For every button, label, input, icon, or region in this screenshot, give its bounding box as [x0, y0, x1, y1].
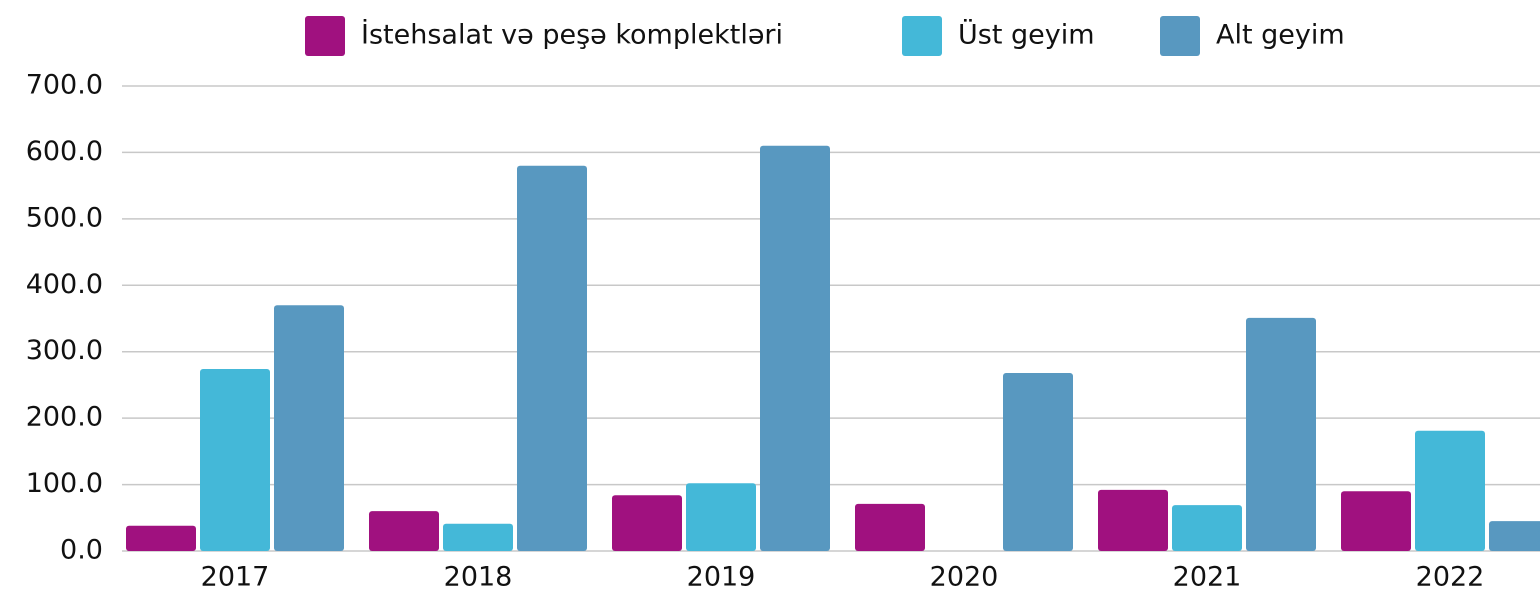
bar: [1172, 505, 1242, 551]
bar: [1003, 372, 1073, 551]
bar: [1098, 489, 1168, 551]
legend-label: Üst geyim: [958, 19, 1095, 51]
x-tick-label: 2019: [687, 562, 756, 593]
y-tick-label: 200.0: [26, 402, 103, 433]
x-tick-label: 2020: [930, 562, 999, 593]
bar: [855, 503, 925, 551]
bar: [369, 511, 439, 551]
y-tick-label: 0.0: [60, 535, 103, 566]
x-tick-label: 2021: [1173, 562, 1242, 593]
x-tick-label: 2017: [201, 562, 270, 593]
bar: [760, 145, 830, 552]
bar: [517, 165, 587, 551]
x-tick-label: 2018: [444, 562, 513, 593]
bar: [1489, 521, 1540, 551]
y-tick-label: 700.0: [26, 70, 103, 101]
y-tick-label: 300.0: [26, 335, 103, 366]
bar: [200, 368, 270, 551]
bar: [1246, 317, 1316, 551]
bar: [274, 305, 344, 551]
y-tick-label: 600.0: [26, 136, 103, 167]
bar: [1415, 430, 1485, 551]
legend-swatch: [305, 16, 345, 56]
x-tick-label: 2022: [1416, 562, 1485, 593]
y-tick-label: 400.0: [26, 269, 103, 300]
bar: [686, 483, 756, 551]
legend-swatch: [902, 16, 942, 56]
legend-swatch: [1160, 16, 1200, 56]
y-tick-label: 100.0: [26, 468, 103, 499]
bar: [126, 525, 196, 551]
bar: [612, 495, 682, 551]
legend-label: İstehsalat və peşə komplektləri: [361, 19, 783, 51]
bar: [1341, 491, 1411, 551]
bar: [443, 523, 513, 551]
legend-label: Alt geyim: [1216, 20, 1345, 51]
y-tick-label: 500.0: [26, 202, 103, 233]
